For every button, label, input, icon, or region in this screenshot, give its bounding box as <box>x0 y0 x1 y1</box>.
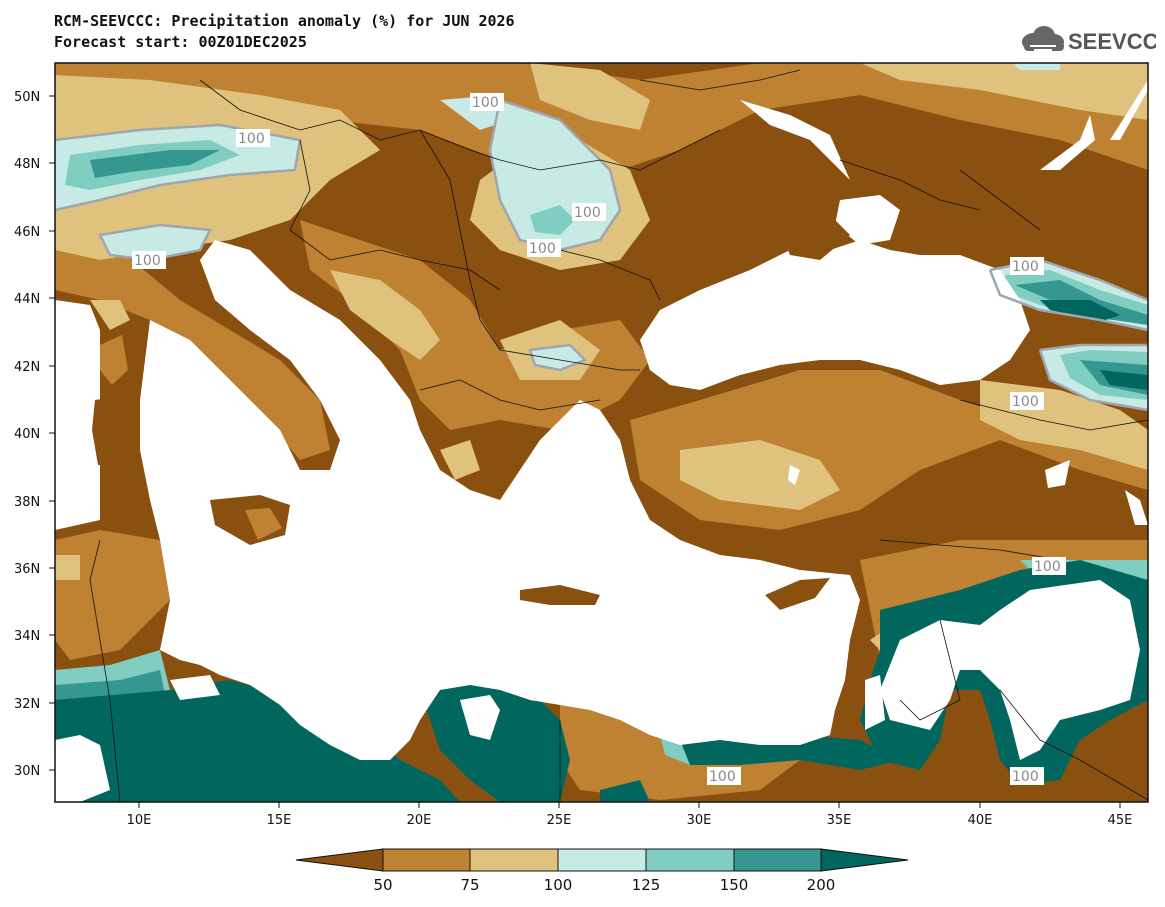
colorbar-tick: 100 <box>544 876 573 894</box>
lat-label: 46N <box>14 225 40 240</box>
colorbar-ticks: 50 75 100 125 150 200 <box>373 876 835 894</box>
lon-label: 20E <box>407 813 432 828</box>
lon-label: 25E <box>547 813 572 828</box>
lat-label: 30N <box>14 764 40 779</box>
islands <box>90 300 830 610</box>
contour-label: 100 <box>1012 769 1039 785</box>
colorbar-50-75 <box>382 848 471 872</box>
contour-labels: 100 100 100 100 100 100 100 100 100 100 <box>132 93 1066 785</box>
colorbar-100-125 <box>557 848 647 872</box>
map-title: RCM-SEEVCCC: Precipitation anomaly (%) f… <box>54 12 515 30</box>
contour-100-lines <box>55 98 1148 412</box>
forecast-start-label: Forecast start: 00Z01DEC2025 <box>54 33 307 51</box>
lat-label: 36N <box>14 562 40 577</box>
seevccc-logo: SEEVCCC <box>1022 26 1156 54</box>
lat-label: 34N <box>14 629 40 644</box>
lat-label: 40N <box>14 427 40 442</box>
contour-label: 100 <box>1012 259 1039 275</box>
lat-label: 32N <box>14 697 40 712</box>
colorbar-tick: 50 <box>373 876 392 894</box>
map-field: 100 100 100 100 100 100 100 100 100 100 <box>55 63 1148 802</box>
cloud-icon <box>1022 26 1064 51</box>
colorbar-75-100 <box>469 848 559 872</box>
lon-label: 40E <box>968 813 993 828</box>
lon-label: 30E <box>687 813 712 828</box>
contour-label: 100 <box>709 769 736 785</box>
crimea <box>780 215 850 260</box>
colorbar-150-200 <box>733 848 822 872</box>
lat-label: 38N <box>14 495 40 510</box>
country-borders <box>89 69 1148 802</box>
lon-label: 15E <box>267 813 292 828</box>
colorbar-below-50 <box>295 848 384 872</box>
lon-label: 10E <box>127 813 152 828</box>
colorbar-tick: 150 <box>720 876 749 894</box>
latitude-axis: 50N 48N 46N 44N 42N 40N 38N 36N 34N 32N … <box>14 90 55 779</box>
lon-label: 35E <box>827 813 852 828</box>
colorbar <box>295 848 909 872</box>
lat-label: 50N <box>14 90 40 105</box>
lat-label: 42N <box>14 360 40 375</box>
colorbar-tick: 200 <box>807 876 836 894</box>
contour-label: 100 <box>472 95 499 111</box>
contour-label: 100 <box>1012 394 1039 410</box>
colorbar-125-150 <box>645 848 735 872</box>
colorbar-tick: 75 <box>460 876 479 894</box>
contour-label: 100 <box>1034 559 1061 575</box>
contour-label: 100 <box>529 241 556 257</box>
colorbar-tick: 125 <box>632 876 661 894</box>
contour-label: 100 <box>238 131 265 147</box>
contour-label: 100 <box>574 205 601 221</box>
colorbar-above-200 <box>820 848 909 872</box>
longitude-axis: 10E 15E 20E 25E 30E 35E 40E 45E <box>127 802 1133 828</box>
logo-text: SEEVCCC <box>1068 29 1156 54</box>
sea-mask <box>55 80 1148 802</box>
lat-label: 48N <box>14 157 40 172</box>
lon-label: 45E <box>1108 813 1133 828</box>
lat-label: 44N <box>14 292 40 307</box>
contour-label: 100 <box>134 253 161 269</box>
